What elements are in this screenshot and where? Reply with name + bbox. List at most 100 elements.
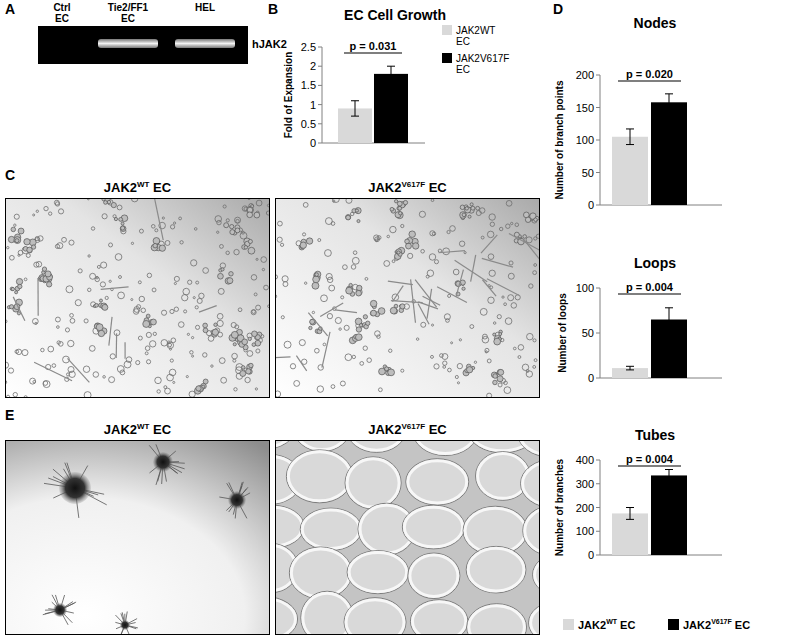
- spheroid: [59, 472, 91, 504]
- lumen: [346, 600, 404, 635]
- y-tick: [596, 140, 600, 141]
- cell: [151, 244, 157, 250]
- cell: [346, 215, 351, 220]
- cell: [98, 330, 104, 336]
- chart-title: Tubes: [635, 427, 675, 443]
- cell: [278, 221, 283, 226]
- lumen-edge: [521, 459, 540, 508]
- cell: [174, 307, 178, 311]
- cell: [409, 231, 416, 238]
- cell: [214, 323, 218, 327]
- cell: [249, 363, 253, 367]
- tube: [322, 332, 330, 368]
- cell: [443, 248, 450, 255]
- cell: [533, 365, 536, 368]
- cell: [55, 244, 59, 248]
- cell: [375, 331, 381, 337]
- cell: [474, 361, 476, 363]
- cell: [312, 311, 314, 313]
- cell: [153, 243, 157, 247]
- error-cap: [626, 369, 634, 370]
- cell: [10, 287, 13, 290]
- tube: [109, 317, 112, 346]
- cell: [70, 318, 75, 323]
- cell: [146, 332, 151, 337]
- cell: [471, 206, 475, 210]
- cell: [146, 360, 150, 364]
- error-line: [669, 308, 670, 331]
- cell: [341, 296, 344, 299]
- cell: [153, 332, 156, 335]
- lumen: [349, 440, 405, 450]
- cell: [252, 331, 258, 337]
- lumen-edge: [412, 440, 478, 456]
- legend-swatch: [668, 619, 679, 630]
- tube: [482, 258, 513, 267]
- tick-label: 100: [576, 525, 594, 537]
- tube: [427, 289, 432, 319]
- cell: [226, 219, 229, 222]
- cell: [421, 322, 426, 327]
- cell: [326, 273, 332, 279]
- tick-label: 1.5: [301, 79, 316, 91]
- cell: [518, 345, 524, 351]
- cell: [462, 287, 465, 290]
- marks: [612, 308, 687, 378]
- tick-label: 400: [576, 454, 594, 466]
- error-bar: [665, 470, 673, 482]
- cell: [195, 306, 198, 309]
- cell: [235, 217, 241, 223]
- lane-label-line: EC: [121, 13, 135, 24]
- chart-title: Nodes: [634, 15, 677, 31]
- lumen-edge: [289, 547, 352, 599]
- cell: [457, 363, 462, 368]
- cell: [131, 242, 133, 244]
- cell: [363, 315, 367, 319]
- cell: [453, 269, 459, 275]
- y-tick: [318, 104, 322, 105]
- micrograph: [275, 198, 540, 398]
- cell: [443, 361, 447, 365]
- cell: [499, 333, 502, 336]
- lumen: [288, 452, 350, 501]
- cell: [151, 225, 155, 229]
- y-tick: [596, 75, 600, 76]
- cell: [165, 388, 171, 394]
- cell: [217, 313, 223, 319]
- cell: [54, 200, 59, 205]
- cell: [223, 205, 226, 208]
- label-sup: WT: [137, 422, 150, 431]
- cell: [399, 212, 402, 215]
- annotation: p = 0.004: [626, 281, 674, 293]
- tube: [308, 313, 327, 336]
- cell: [371, 310, 377, 316]
- cell: [121, 222, 124, 225]
- cell: [196, 386, 201, 391]
- cell: [460, 205, 465, 210]
- cell: [65, 328, 69, 332]
- tube: [439, 251, 466, 253]
- label-base: JAK2: [368, 422, 401, 437]
- cell: [447, 230, 450, 233]
- cell: [107, 200, 111, 204]
- micrograph: [5, 440, 270, 635]
- cell: [22, 350, 28, 356]
- cell: [374, 235, 380, 241]
- cell: [238, 308, 242, 312]
- tube: [155, 199, 164, 240]
- tube: [418, 304, 429, 325]
- cell: [101, 262, 107, 268]
- label-tail: EC: [150, 422, 172, 437]
- cell: [434, 364, 439, 369]
- cell: [459, 241, 464, 246]
- cell: [487, 359, 491, 363]
- cell: [35, 236, 39, 240]
- cell: [97, 265, 100, 268]
- label-tail: EC: [425, 422, 447, 437]
- cell: [515, 223, 519, 227]
- cell: [36, 210, 38, 212]
- y-tick: [596, 205, 600, 206]
- label: JAK2WT EC: [578, 618, 635, 631]
- cell: [203, 268, 209, 274]
- cell: [327, 313, 332, 318]
